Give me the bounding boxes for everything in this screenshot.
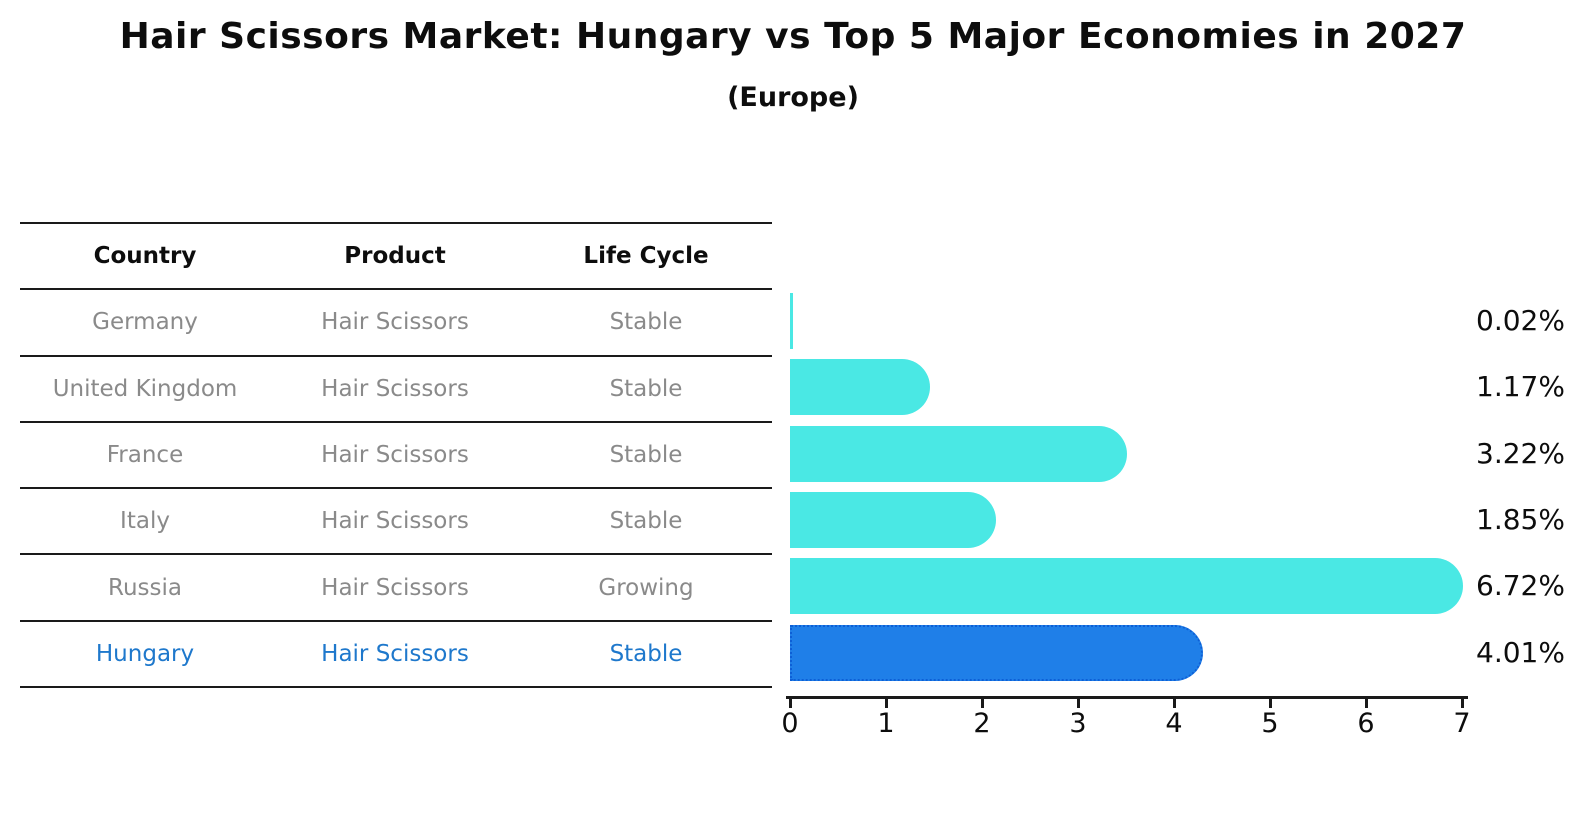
x-tick: [1461, 699, 1464, 708]
bar-russia: [790, 558, 1463, 614]
value-label: 6.72%: [1476, 569, 1565, 602]
x-tick: [1269, 699, 1272, 708]
table-row: Russia Hair Scissors Growing: [20, 555, 772, 622]
country-cell: Italy: [120, 508, 170, 535]
table-row: Germany Hair Scissors Stable: [20, 290, 772, 357]
life-cycle-cell: Stable: [609, 441, 683, 468]
life-cycle-cell: Growing: [598, 574, 694, 601]
comparison-table: Country Product Life Cycle Germany Hair Scis…: [20, 222, 772, 688]
x-tick: [1173, 699, 1176, 708]
x-tick: [981, 699, 984, 708]
column-header: Life Cycle: [583, 243, 709, 270]
table-row: Hungary Hair Scissors Stable: [20, 622, 772, 688]
life-cycle-cell: Stable: [609, 309, 683, 336]
product-cell: Hair Scissors: [321, 375, 469, 402]
x-tick-label: 6: [1357, 708, 1375, 739]
product-cell: Hair Scissors: [321, 508, 469, 535]
life-cycle-cell: Stable: [609, 508, 683, 535]
bar-united-kingdom: [790, 359, 930, 415]
bar-france: [790, 426, 1127, 482]
table-row: Italy Hair Scissors Stable: [20, 489, 772, 556]
product-cell: Hair Scissors: [321, 441, 469, 468]
x-tick: [1365, 699, 1368, 708]
bar-italy: [790, 492, 996, 548]
value-label: 4.01%: [1476, 636, 1565, 669]
column-header: Product: [344, 243, 446, 270]
product-cell: Hair Scissors: [321, 574, 469, 601]
product-cell: Hair Scissors: [321, 309, 469, 336]
table-row: France Hair Scissors Stable: [20, 423, 772, 490]
x-tick-label: 0: [781, 708, 799, 739]
x-axis-line: [786, 696, 1468, 699]
country-cell: Russia: [108, 574, 182, 601]
product-cell: Hair Scissors: [321, 640, 469, 667]
table-header-row: Country Product Life Cycle: [20, 224, 772, 291]
country-cell: Hungary: [95, 640, 195, 667]
bar-hungary: [790, 625, 1203, 681]
x-tick: [1077, 699, 1080, 708]
x-tick: [789, 699, 792, 708]
x-tick-label: 2: [973, 708, 991, 739]
value-label: 1.17%: [1476, 370, 1565, 403]
value-label: 3.22%: [1476, 437, 1565, 470]
life-cycle-cell: Stable: [609, 375, 683, 402]
chart-subtitle: (Europe): [727, 82, 859, 113]
bar-germany: [790, 293, 793, 349]
chart-title: Hair Scissors Market: Hungary vs Top 5 M…: [119, 16, 1467, 57]
value-label: 1.85%: [1476, 503, 1565, 536]
x-tick-label: 3: [1069, 708, 1087, 739]
x-tick-label: 1: [877, 708, 895, 739]
x-tick-label: 4: [1165, 708, 1183, 739]
x-tick: [885, 699, 888, 708]
country-cell: Germany: [92, 309, 198, 336]
country-cell: United Kingdom: [52, 375, 238, 402]
table-row: United Kingdom Hair Scissors Stable: [20, 357, 772, 423]
x-tick-label: 7: [1453, 708, 1471, 739]
column-header: Country: [93, 243, 197, 270]
country-cell: France: [106, 441, 184, 468]
value-label: 0.02%: [1476, 304, 1565, 337]
x-tick-label: 5: [1261, 708, 1279, 739]
life-cycle-cell: Stable: [609, 640, 683, 667]
